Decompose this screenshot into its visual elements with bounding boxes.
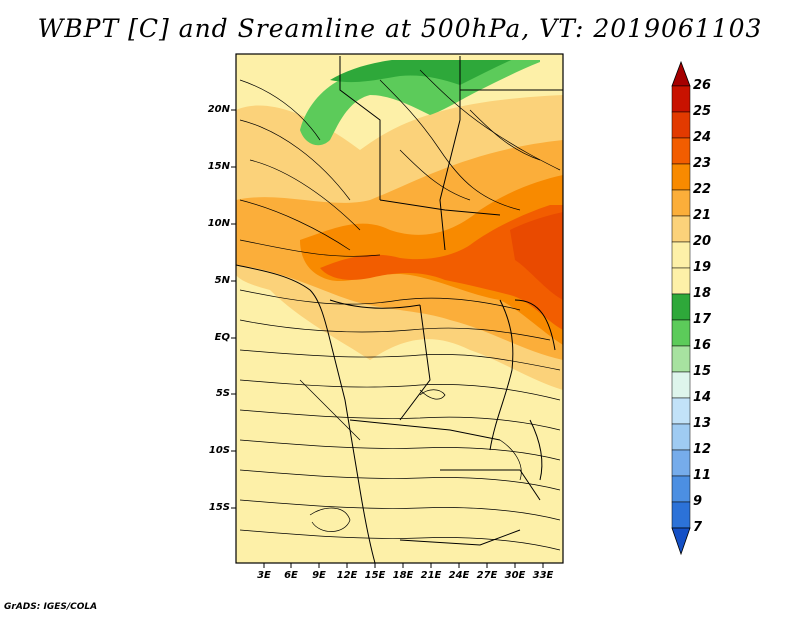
colorbar-label: 25 [693, 104, 712, 119]
lat-label: 10N [207, 218, 230, 229]
lon-label: 30E [504, 570, 526, 581]
colorbar-swatch [671, 111, 691, 139]
colorbar [671, 60, 691, 556]
colorbar-label: 11 [693, 468, 712, 483]
colorbar-label: 21 [693, 208, 712, 223]
colorbar-label: 16 [693, 338, 712, 353]
lat-label: 15N [207, 161, 230, 172]
colorbar-swatch [671, 241, 691, 269]
colorbar-label: 13 [693, 416, 712, 431]
lon-label: 18E [392, 570, 414, 581]
colorbar-swatch [671, 501, 691, 529]
colorbar-swatch [671, 371, 691, 399]
lon-label: 24E [448, 570, 470, 581]
wbpt-field [236, 54, 563, 563]
lon-label: 9E [312, 570, 326, 581]
colorbar-bottom-arrow [671, 527, 691, 556]
colorbar-swatch [671, 267, 691, 295]
lon-label: 12E [336, 570, 358, 581]
lat-label: 15S [208, 502, 230, 513]
map-title: WBPT [C] and Sreamline at 500hPa, VT: 20… [37, 14, 763, 43]
colorbar-label: 26 [693, 78, 712, 93]
colorbar-swatch [671, 85, 691, 113]
lon-label: 33E [532, 570, 554, 581]
lon-label: 27E [476, 570, 498, 581]
lon-label: 6E [284, 570, 298, 581]
colorbar-swatch [671, 189, 691, 217]
country-borders [236, 56, 563, 563]
colorbar-label: 14 [693, 390, 712, 405]
footer-credit: GrADS: IGES/COLA [4, 602, 98, 612]
lat-label: EQ [214, 332, 230, 343]
colorbar-label: 18 [693, 286, 712, 301]
colorbar-swatch [671, 345, 691, 373]
colorbar-label: 20 [693, 234, 712, 249]
colorbar-swatch [671, 423, 691, 451]
lon-label: 3E [257, 570, 271, 581]
colorbar-label: 12 [693, 442, 712, 457]
colorbar-label: 19 [693, 260, 712, 275]
axis-ticks [231, 109, 544, 568]
colorbar-swatch [671, 293, 691, 321]
colorbar-swatch [671, 163, 691, 191]
colorbar-label: 23 [693, 156, 712, 171]
colorbar-top-arrow [671, 60, 691, 87]
lat-label: 20N [207, 104, 230, 115]
colorbar-swatch [671, 137, 691, 165]
colorbar-swatch [671, 449, 691, 477]
colorbar-label: 7 [693, 520, 703, 535]
colorbar-swatch [671, 319, 691, 347]
lat-label: 10S [208, 445, 230, 456]
colorbar-swatch [671, 475, 691, 503]
lon-label: 15E [364, 570, 386, 581]
lat-label: 5S [215, 388, 230, 399]
colorbar-swatch [671, 215, 691, 243]
colorbar-label: 15 [693, 364, 712, 379]
lon-label: 21E [420, 570, 442, 581]
colorbar-label: 22 [693, 182, 712, 197]
streamlines [239, 69, 561, 551]
colorbar-label: 17 [693, 312, 712, 327]
lat-label: 5N [214, 275, 230, 286]
colorbar-label: 9 [693, 494, 703, 509]
colorbar-swatch [671, 397, 691, 425]
plot-frame [235, 53, 564, 564]
colorbar-label: 24 [693, 130, 712, 145]
